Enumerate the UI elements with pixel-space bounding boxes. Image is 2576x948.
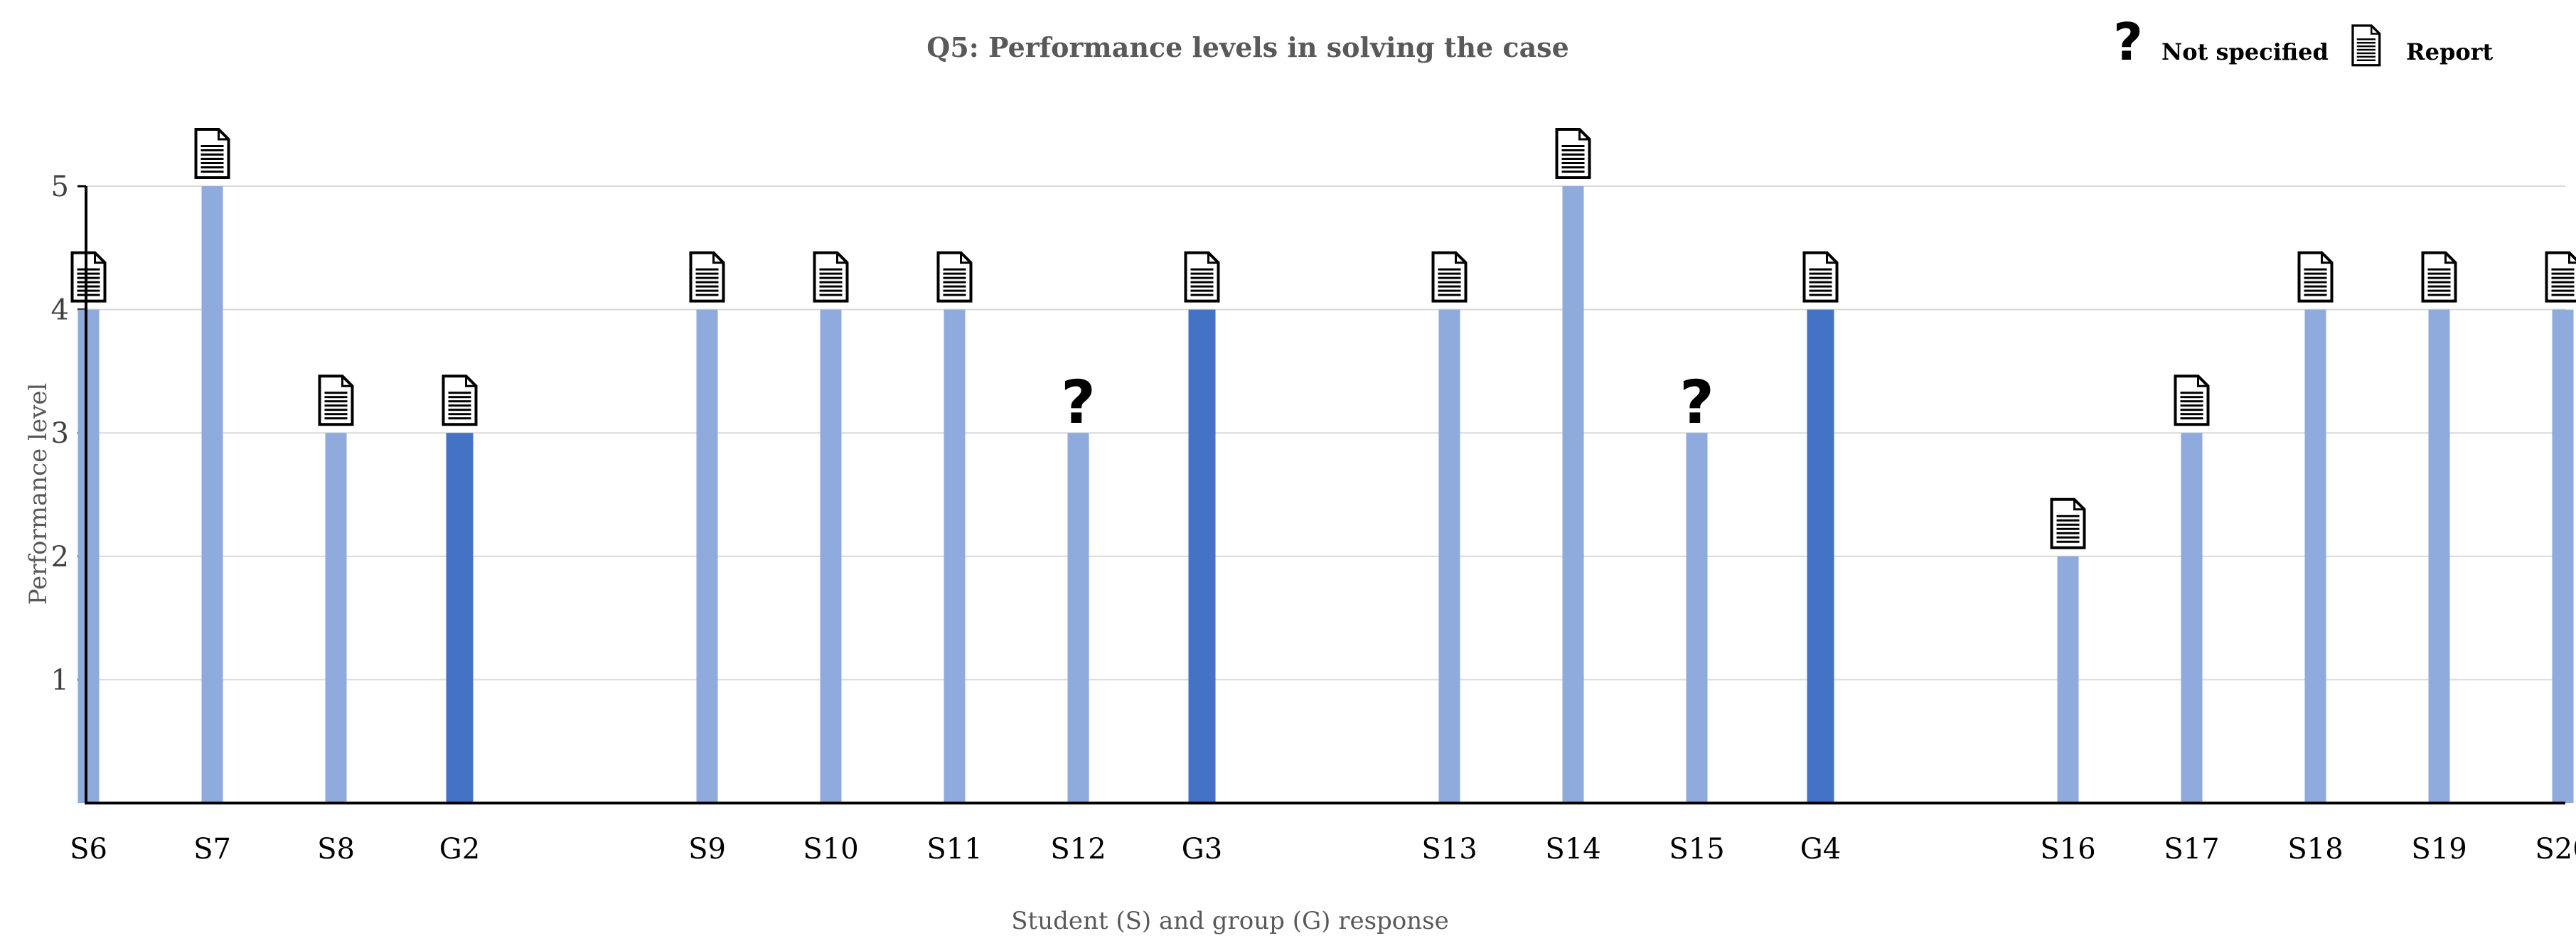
bar-s6	[78, 310, 100, 803]
report-icon	[444, 376, 476, 424]
report-icon	[939, 253, 971, 301]
question-mark-icon: ?	[1679, 367, 1714, 437]
x-tick-label-s15: S15	[1669, 833, 1724, 866]
x-tick-label-g2: G2	[439, 833, 480, 866]
x-tick-label-s12: S12	[1050, 833, 1106, 866]
report-icon	[2052, 500, 2085, 548]
x-tick-label-s16: S16	[2040, 833, 2095, 866]
bar-s11	[944, 310, 966, 803]
legend-label-report: Report	[2406, 38, 2494, 65]
bar-s14	[1563, 186, 1584, 803]
bar-s8	[326, 433, 347, 803]
y-tick-label: 3	[51, 417, 69, 450]
bar-s16	[2058, 556, 2079, 803]
report-icon	[2299, 253, 2332, 301]
x-tick-label-s14: S14	[1545, 833, 1600, 866]
y-tick-label: 2	[51, 541, 69, 573]
x-tick-label-s18: S18	[2287, 833, 2343, 866]
report-icon	[1805, 253, 1837, 301]
x-tick-label-s9: S9	[688, 833, 726, 866]
report-icon	[691, 253, 724, 301]
x-tick-label-s7: S7	[193, 833, 231, 866]
bar-s13	[1439, 310, 1460, 803]
report-icon	[1557, 129, 1590, 178]
bars	[0, 186, 2576, 803]
report-icon	[2547, 253, 2576, 301]
x-tick-label-s11: S11	[926, 833, 982, 866]
legend-label-not-specified: Not specified	[2161, 38, 2329, 65]
x-tick-label-s10: S10	[803, 833, 858, 866]
legend-report-icon	[2353, 26, 2380, 65]
x-tick-label-s19: S19	[2411, 833, 2467, 866]
bar-s7	[202, 186, 223, 803]
x-tick-label-s13: S13	[1421, 833, 1477, 866]
bar-s10	[821, 310, 842, 803]
x-axis-label: Student (S) and group (G) response	[1011, 907, 1448, 935]
question-mark-icon: ?	[1061, 367, 1096, 437]
legend: ? Not specified Report	[2113, 12, 2493, 72]
report-icon	[815, 253, 848, 301]
y-tick-label: 5	[51, 171, 69, 203]
report-icon	[1433, 253, 1466, 301]
y-tick-label: 1	[51, 664, 69, 696]
report-icon	[73, 253, 105, 301]
bar-s17	[2181, 433, 2203, 803]
x-tick-label-g3: G3	[1182, 833, 1222, 866]
report-icon	[320, 376, 353, 424]
x-tick-label-g4: G4	[1800, 833, 1841, 866]
bar-g2	[447, 433, 474, 803]
x-tick-label-s6: S6	[70, 833, 107, 866]
bar-s18	[2305, 310, 2326, 803]
bar-s12	[1068, 433, 1089, 803]
report-icon	[196, 129, 229, 178]
report-icon	[2176, 376, 2208, 424]
report-icon	[2423, 253, 2456, 301]
x-tick-label-s8: S8	[317, 833, 355, 866]
bar-s19	[2429, 310, 2450, 803]
bar-s15	[1687, 433, 1708, 803]
y-axis-label: Performance level	[24, 383, 53, 605]
x-tick-label-s20: S20	[2535, 833, 2576, 866]
x-tick-label-s17: S17	[2164, 833, 2219, 866]
bar-g3	[1189, 310, 1216, 803]
legend-question-mark-icon: ?	[2113, 12, 2143, 72]
y-tick-label: 4	[51, 294, 69, 327]
bar-s9	[697, 310, 718, 803]
bar-s20	[2553, 310, 2574, 803]
chart-title: Q5: Performance levels in solving the ca…	[926, 31, 1569, 63]
x-category-labels: S1S2S3S4G1S5S6S7S8G2S9S10S11S12G3S13S14S…	[0, 833, 2576, 866]
report-icon	[1186, 253, 1219, 301]
bar-g4	[1807, 310, 1834, 803]
